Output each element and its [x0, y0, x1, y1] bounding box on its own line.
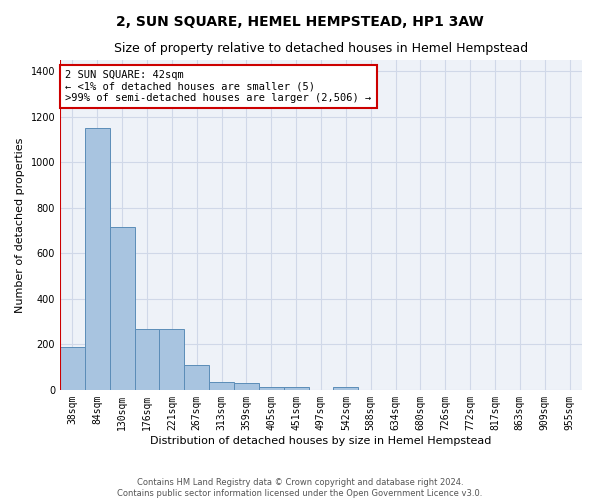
Bar [334, 386, 358, 390]
Text: 2, SUN SQUARE, HEMEL HEMPSTEAD, HP1 3AW: 2, SUN SQUARE, HEMEL HEMPSTEAD, HP1 3AW [116, 15, 484, 29]
Bar [134, 328, 160, 390]
Title: Size of property relative to detached houses in Hemel Hempstead: Size of property relative to detached ho… [114, 42, 528, 54]
Bar [284, 388, 308, 390]
Bar [85, 128, 110, 390]
Text: Contains HM Land Registry data © Crown copyright and database right 2024.
Contai: Contains HM Land Registry data © Crown c… [118, 478, 482, 498]
Text: 2 SUN SQUARE: 42sqm
← <1% of detached houses are smaller (5)
>99% of semi-detach: 2 SUN SQUARE: 42sqm ← <1% of detached ho… [65, 70, 371, 103]
Bar [259, 386, 284, 390]
Bar [110, 228, 134, 390]
X-axis label: Distribution of detached houses by size in Hemel Hempstead: Distribution of detached houses by size … [151, 436, 491, 446]
Bar [184, 365, 209, 390]
Bar [209, 382, 234, 390]
Bar [60, 347, 85, 390]
Bar [234, 383, 259, 390]
Bar [160, 328, 184, 390]
Y-axis label: Number of detached properties: Number of detached properties [15, 138, 25, 312]
